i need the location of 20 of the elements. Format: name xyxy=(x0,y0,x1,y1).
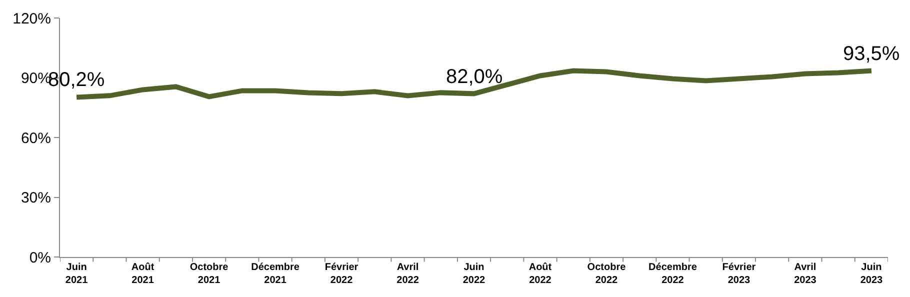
x-tick-label: Février 2022 xyxy=(324,262,358,286)
x-tick-label: Juin 2021 xyxy=(65,262,88,286)
x-tick-label: Octobre 2021 xyxy=(190,262,229,286)
x-tick-label: Avril 2023 xyxy=(794,262,817,286)
x-tick-label: Octobre 2022 xyxy=(587,262,626,286)
x-tick-label: Juin 2022 xyxy=(462,262,486,286)
x-tick-label: Août 2022 xyxy=(528,262,552,286)
y-tick-label: 30% xyxy=(20,190,51,206)
x-tick-label: Avril 2022 xyxy=(396,262,420,286)
annotation: 93,5% xyxy=(843,43,900,65)
x-tick-label: Février 2023 xyxy=(722,262,756,286)
y-tick-label: 120% xyxy=(12,10,51,28)
annotation: 80,2% xyxy=(48,69,105,91)
x-tick-label: Août 2021 xyxy=(131,262,155,286)
y-tick-label: 0% xyxy=(29,249,51,266)
x-tick-label: Décembre 2022 xyxy=(648,262,698,286)
annotation: 82,0% xyxy=(446,66,503,88)
x-tick-label: Décembre 2021 xyxy=(251,262,300,286)
y-tick-label: 60% xyxy=(20,130,51,147)
x-tick-label: Juin 2023 xyxy=(860,262,883,286)
